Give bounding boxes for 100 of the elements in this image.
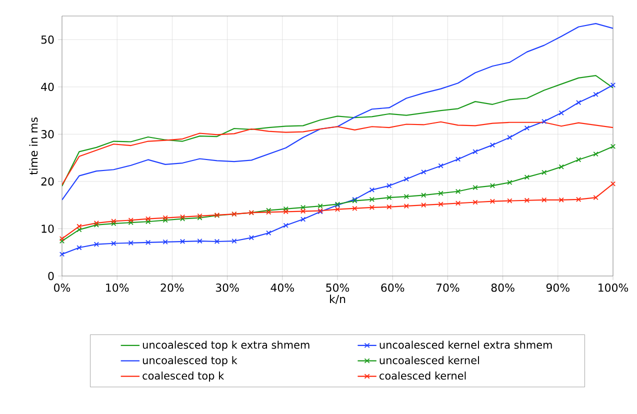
point	[283, 209, 288, 214]
point	[576, 100, 582, 106]
x-tick-label: 100%	[598, 284, 628, 292]
point	[507, 198, 512, 204]
x-tick-label: 90%	[546, 284, 570, 292]
legend-label: coalesced kernel	[380, 372, 466, 380]
point	[507, 180, 512, 185]
point	[558, 110, 564, 116]
point	[404, 176, 409, 182]
point	[334, 206, 340, 212]
point	[369, 187, 375, 193]
legend-label: uncoalesced kernel extra shmem	[380, 340, 552, 349]
point	[490, 198, 496, 204]
point	[369, 196, 375, 202]
legend-label: coalesced top k	[142, 372, 224, 382]
x-tick-label: 70%	[436, 284, 460, 292]
point	[386, 204, 392, 210]
point	[610, 144, 616, 150]
point	[576, 196, 582, 202]
point	[438, 202, 444, 207]
x-tick-label: 40%	[270, 284, 294, 292]
point	[111, 218, 116, 224]
x-axis-title: k/n	[330, 294, 346, 304]
point	[146, 216, 151, 222]
point	[558, 164, 564, 170]
point	[128, 220, 134, 226]
point	[490, 183, 496, 188]
point	[146, 219, 151, 224]
point	[524, 198, 530, 203]
point	[59, 252, 65, 257]
point	[162, 239, 168, 245]
point	[352, 206, 358, 211]
point	[593, 194, 598, 200]
point	[455, 156, 461, 162]
y-tick-label: 40	[41, 82, 54, 92]
y-axis-title: time in ms	[29, 118, 38, 175]
point	[300, 204, 306, 210]
point	[610, 181, 616, 186]
point	[490, 142, 496, 148]
point	[128, 240, 134, 246]
point	[59, 236, 65, 242]
point	[111, 220, 116, 226]
y-tick-label: 10	[42, 224, 54, 233]
legend-label: uncoalesced top k	[142, 356, 238, 366]
y-tick-label: 20	[41, 177, 54, 186]
y-tick-label: 0	[48, 272, 54, 280]
point	[421, 202, 426, 208]
point	[593, 151, 598, 157]
point	[300, 216, 306, 222]
point	[214, 238, 220, 244]
point	[524, 125, 530, 131]
point	[59, 238, 65, 244]
point	[162, 215, 168, 220]
point	[300, 208, 306, 214]
point	[558, 197, 564, 202]
point	[146, 240, 151, 245]
point	[421, 169, 426, 175]
point	[404, 203, 409, 209]
x-tick-label: 60%	[381, 284, 404, 292]
point	[197, 238, 202, 244]
x-tick-label: 80%	[491, 284, 514, 292]
point	[455, 200, 461, 206]
legend-label: uncoalesced kernel	[380, 356, 479, 364]
point	[438, 163, 444, 168]
x-tick-label: 50%	[326, 284, 350, 292]
point	[542, 197, 547, 202]
point	[232, 238, 237, 244]
x-tick-label: 0%	[54, 284, 70, 292]
point	[610, 82, 616, 88]
point	[472, 200, 478, 205]
point	[318, 203, 323, 209]
point	[283, 206, 288, 212]
point	[162, 218, 168, 223]
point	[94, 242, 99, 247]
x-tick-label: 30%	[216, 284, 239, 292]
x-tick-label: 20%	[160, 284, 184, 292]
point	[576, 157, 582, 162]
point	[524, 174, 530, 180]
point	[76, 224, 82, 229]
point	[248, 235, 254, 240]
point	[472, 185, 478, 190]
point	[455, 188, 461, 194]
point	[472, 149, 478, 154]
point	[386, 183, 392, 188]
point	[283, 222, 288, 228]
point	[111, 240, 116, 246]
point	[542, 118, 547, 124]
point	[369, 204, 375, 210]
point	[507, 134, 512, 140]
point	[404, 194, 409, 200]
point	[128, 218, 134, 223]
point	[266, 230, 272, 236]
point	[76, 245, 82, 250]
point	[386, 194, 392, 200]
point	[438, 190, 444, 196]
point	[593, 92, 598, 98]
point	[76, 227, 82, 232]
legend-label: uncoalesced top k extra shmem	[142, 340, 310, 351]
x-tick-label: 10%	[106, 284, 129, 292]
y-tick-label: 30	[41, 130, 54, 138]
